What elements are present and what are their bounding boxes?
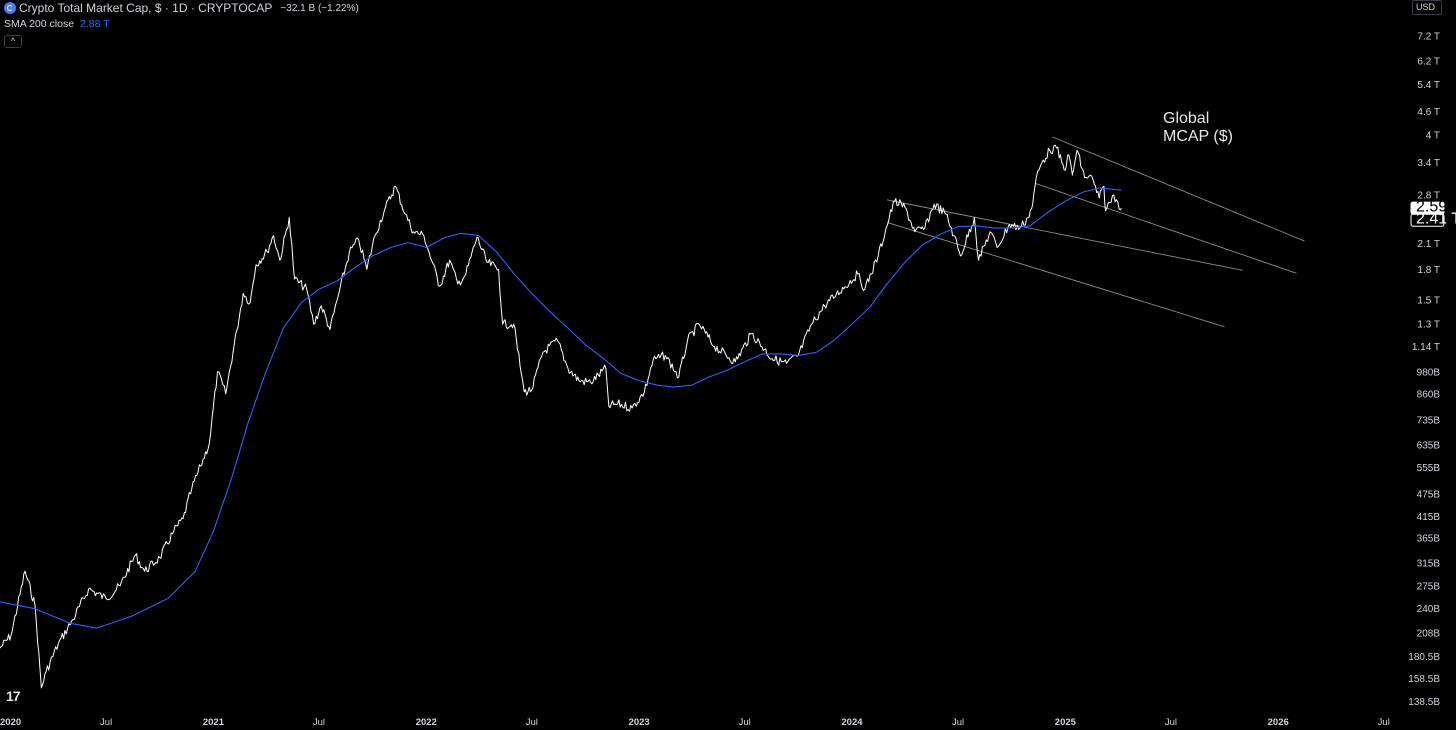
y-tick-label: 315B: [1417, 558, 1441, 569]
y-tick-label: 5.4 T: [1417, 80, 1440, 91]
y-tick-label: 158.5B: [1408, 674, 1440, 685]
y-tick-label: 4 T: [1426, 130, 1440, 141]
x-tick-label: Jul: [1165, 717, 1177, 728]
time-axis[interactable]: 2020 Jul 2021 Jul 2022 Jul 2023 Jul 2024 Jul 2025 J…: [0, 717, 1390, 728]
last-price-label: 2.59 T: [1410, 199, 1456, 216]
chart-header: Crypto Total Market Cap, $ · 1D · CRYPTO…: [4, 1, 359, 15]
y-tick-label: 7.2 T: [1417, 31, 1440, 42]
y-tick-label: 208B: [1417, 628, 1441, 639]
y-tick-label: 4.6 T: [1417, 107, 1440, 118]
trendline-1[interactable]: [1052, 136, 1305, 242]
indicator-legend[interactable]: SMA 200 close 2.88 T: [4, 18, 110, 30]
chart-annotation: Global MCAP ($): [1163, 110, 1253, 146]
y-tick-label: 240B: [1417, 604, 1441, 615]
price-axis[interactable]: 7.2 T 6.2 T 5.4 T 4.6 T 4 T 3.4 T 2.8 T 2.1 T 1.…: [1408, 31, 1440, 707]
chart-title[interactable]: Crypto Total Market Cap, $ · 1D · CRYPTO…: [19, 1, 273, 15]
y-tick-label: 735B: [1417, 416, 1441, 427]
y-tick-label: 1.5 T: [1417, 296, 1440, 307]
x-tick-label: 2025: [1055, 717, 1077, 728]
x-tick-label: 2022: [416, 717, 437, 728]
y-tick-label: 980B: [1417, 367, 1441, 378]
y-tick-label: 180.5B: [1408, 652, 1440, 663]
currency-selector[interactable]: USD: [1412, 0, 1442, 15]
x-tick-label: Jul: [526, 717, 538, 728]
plot-area[interactable]: [0, 136, 1305, 689]
collapse-legend-button[interactable]: ^: [4, 35, 22, 48]
x-tick-label: 2023: [629, 717, 650, 728]
x-tick-label: Jul: [952, 717, 964, 728]
y-tick-label: 2.8 T: [1417, 190, 1440, 201]
y-tick-label: 3.4 T: [1417, 158, 1440, 169]
y-tick-label: 635B: [1417, 440, 1441, 451]
x-tick-label: Jul: [1378, 717, 1390, 728]
price-series-line[interactable]: [0, 144, 1122, 689]
y-tick-label: 1.14 T: [1412, 342, 1440, 353]
annotation-line-1: Global: [1163, 110, 1210, 127]
label-box: [1410, 213, 1445, 227]
sma-200-line[interactable]: [0, 187, 1122, 629]
y-tick-label: 1.8 T: [1417, 265, 1440, 276]
last-value-labels: 2.59 T2.41 T: [1410, 199, 1456, 228]
x-tick-label: 2024: [841, 717, 863, 728]
trendline-2[interactable]: [1034, 182, 1297, 274]
y-tick-label: 138.5B: [1408, 697, 1440, 708]
x-tick-label: Jul: [100, 717, 112, 728]
y-tick-label: 555B: [1417, 463, 1441, 474]
annotation-line-2: MCAP ($): [1163, 128, 1233, 145]
x-tick-label: 2026: [1268, 717, 1289, 728]
y-tick-label: 475B: [1417, 489, 1441, 500]
sma-value-label: 2.41 T: [1410, 211, 1456, 228]
indicator-value: 2.88 T: [80, 18, 110, 30]
label-text: 2.41 T: [1416, 211, 1456, 228]
y-tick-label: 365B: [1417, 534, 1441, 545]
y-tick-label: 6.2 T: [1417, 57, 1440, 68]
x-tick-label: Jul: [739, 717, 751, 728]
y-tick-label: 1.3 T: [1417, 320, 1440, 331]
y-tick-label: 275B: [1417, 581, 1441, 592]
y-tick-label: 860B: [1417, 389, 1441, 400]
cryptocap-logo-icon: [4, 2, 16, 14]
trendline-3[interactable]: [886, 199, 1243, 271]
price-change: −32.1 B (−1.22%): [280, 2, 359, 14]
y-tick-label: 2.1 T: [1417, 239, 1440, 250]
label-text: 2.59 T: [1416, 199, 1456, 216]
y-tick-label: 415B: [1417, 512, 1441, 523]
trendline-4[interactable]: [886, 221, 1225, 328]
x-tick-label: 2020: [0, 717, 21, 728]
indicator-label: SMA 200 close: [4, 18, 75, 30]
tradingview-logo-icon[interactable]: 17: [6, 688, 21, 704]
x-tick-label: Jul: [313, 717, 325, 728]
x-tick-label: 2021: [203, 717, 225, 728]
